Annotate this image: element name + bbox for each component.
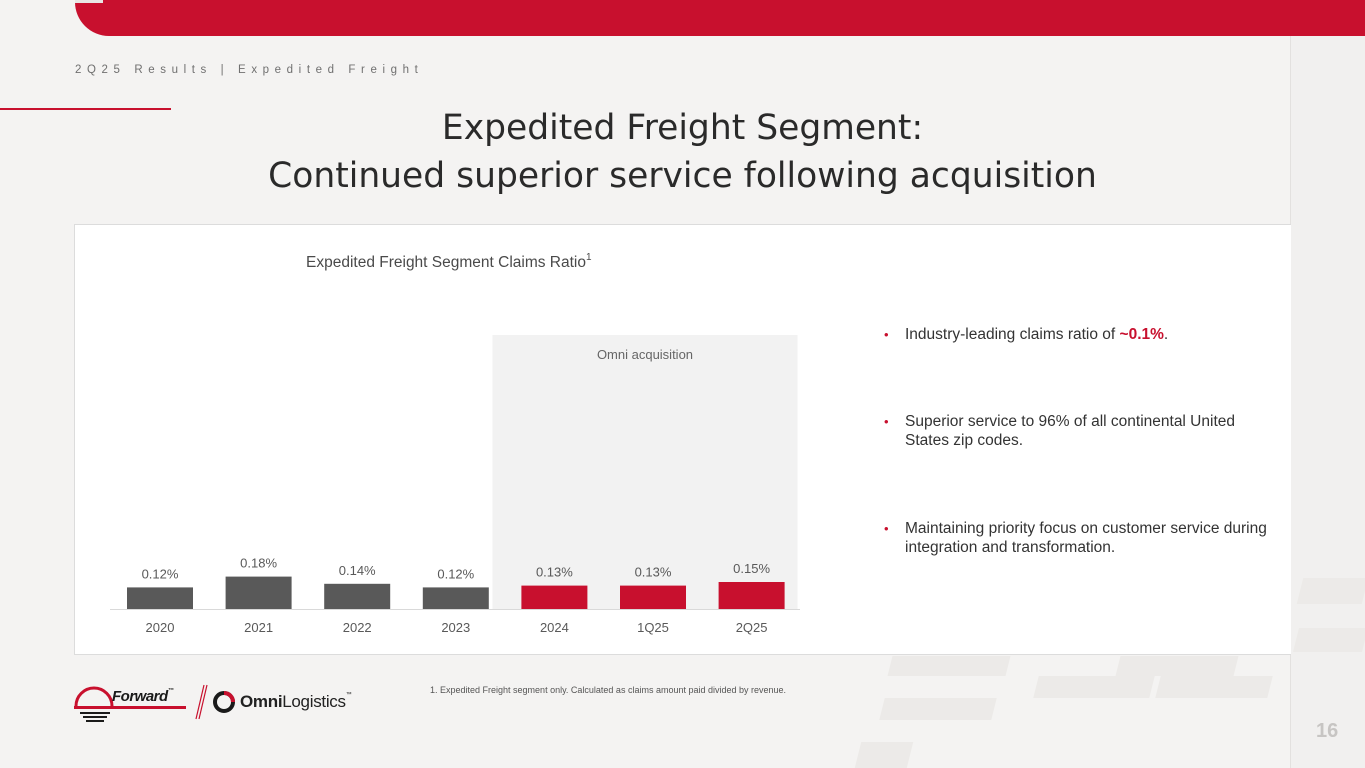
page-number: 16 (1316, 720, 1339, 742)
bar-2021 (225, 576, 292, 609)
data-label-1Q25: 0.13% (635, 565, 672, 580)
bullet-claims-ratio: Industry-leading claims ratio of ~0.1%. (884, 325, 1274, 344)
page-title-line-2: Continued superior service following acq… (268, 156, 1097, 196)
chart-title-footnote-marker: 1 (586, 252, 592, 263)
tick-label-2020: 2020 (146, 620, 175, 635)
bullet-service-coverage: Superior service to 96% of all continent… (884, 412, 1274, 450)
acquisition-shade (492, 335, 798, 609)
omni-logo-text: OmniLogistics™ (240, 692, 352, 712)
bar-1Q25 (620, 585, 686, 609)
forward-logo-text: Forward™ (112, 688, 174, 705)
forward-logo-trademark: ™ (167, 688, 174, 694)
bar-2024 (521, 585, 588, 609)
bullet-customer-focus: Maintaining priority focus on customer s… (884, 519, 1274, 557)
data-label-2022: 0.14% (339, 563, 376, 578)
tick-label-2Q25: 2Q25 (736, 620, 768, 635)
data-label-2023: 0.12% (437, 566, 474, 581)
omni-logo-word-light: Logistics (282, 692, 346, 711)
acquisition-label: Omni acquisition (597, 347, 693, 362)
forward-logo-icon (74, 686, 186, 722)
bar-2022 (324, 583, 391, 609)
tick-label-2022: 2022 (343, 620, 372, 635)
tick-label-2023: 2023 (441, 620, 470, 635)
page-title-line-1: Expedited Freight Segment: (441, 108, 924, 148)
bullet-text-end: . (1163, 326, 1169, 343)
omni-logo-trademark: ™ (345, 692, 352, 698)
header-band-notch (75, 0, 103, 3)
tick-label-1Q25: 1Q25 (637, 620, 669, 635)
breadcrumb: 2Q25 Results | Expedited Freight (75, 64, 424, 76)
tick-label-2024: 2024 (540, 620, 569, 635)
page-title: Expedited Freight Segment: Continued sup… (0, 104, 1365, 200)
data-label-2020: 0.12% (142, 566, 179, 581)
chart-title: Expedited Freight Segment Claims Ratio1 (306, 252, 592, 272)
header-band (75, 0, 1365, 36)
logo-divider-icon (195, 684, 208, 720)
bullet-text: Industry-leading claims ratio of (905, 326, 1120, 343)
bar-2023 (422, 587, 489, 609)
bar-2Q25 (718, 582, 785, 609)
data-label-2021: 0.18% (240, 556, 277, 571)
tick-label-2021: 2021 (244, 620, 273, 635)
omni-logo-word-bold: Omni (240, 692, 283, 711)
omni-logo-icon (213, 691, 235, 713)
chart-title-text: Expedited Freight Segment Claims Ratio (306, 254, 586, 271)
footnote: 1. Expedited Freight segment only. Calcu… (430, 685, 787, 695)
forward-logo-word: Forward (112, 688, 168, 705)
bar-2020 (127, 587, 193, 609)
breadcrumb-rule (0, 108, 171, 110)
data-label-2Q25: 0.15% (733, 561, 770, 576)
data-label-2024: 0.13% (536, 565, 573, 580)
bullet-highlight: ~0.1% (1119, 326, 1164, 343)
